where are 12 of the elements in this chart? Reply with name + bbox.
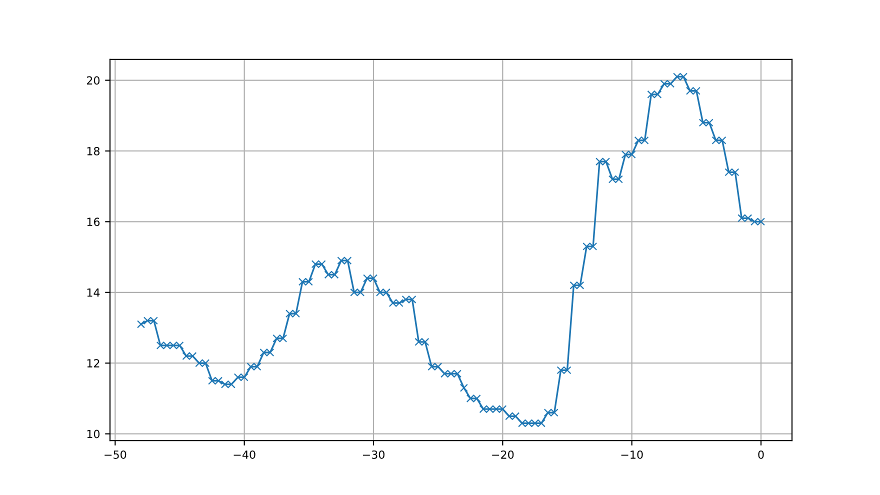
y-tick-label: 14 (87, 288, 100, 297)
x-tick-label: 0 (758, 450, 764, 459)
y-tick-label: 16 (87, 218, 100, 226)
y-tick-label: 18 (87, 146, 100, 156)
y-tick-label: 10 (87, 430, 100, 438)
y-tick-label: 12 (87, 359, 100, 368)
x-tick-label: −10 (621, 450, 643, 459)
x-tick-label: −20 (492, 450, 514, 459)
y-tick-label: 20 (86, 76, 100, 85)
x-tick-label: −30 (362, 450, 384, 459)
x-tick-label: −50 (104, 450, 126, 459)
x-tick-label: −40 (234, 450, 256, 459)
